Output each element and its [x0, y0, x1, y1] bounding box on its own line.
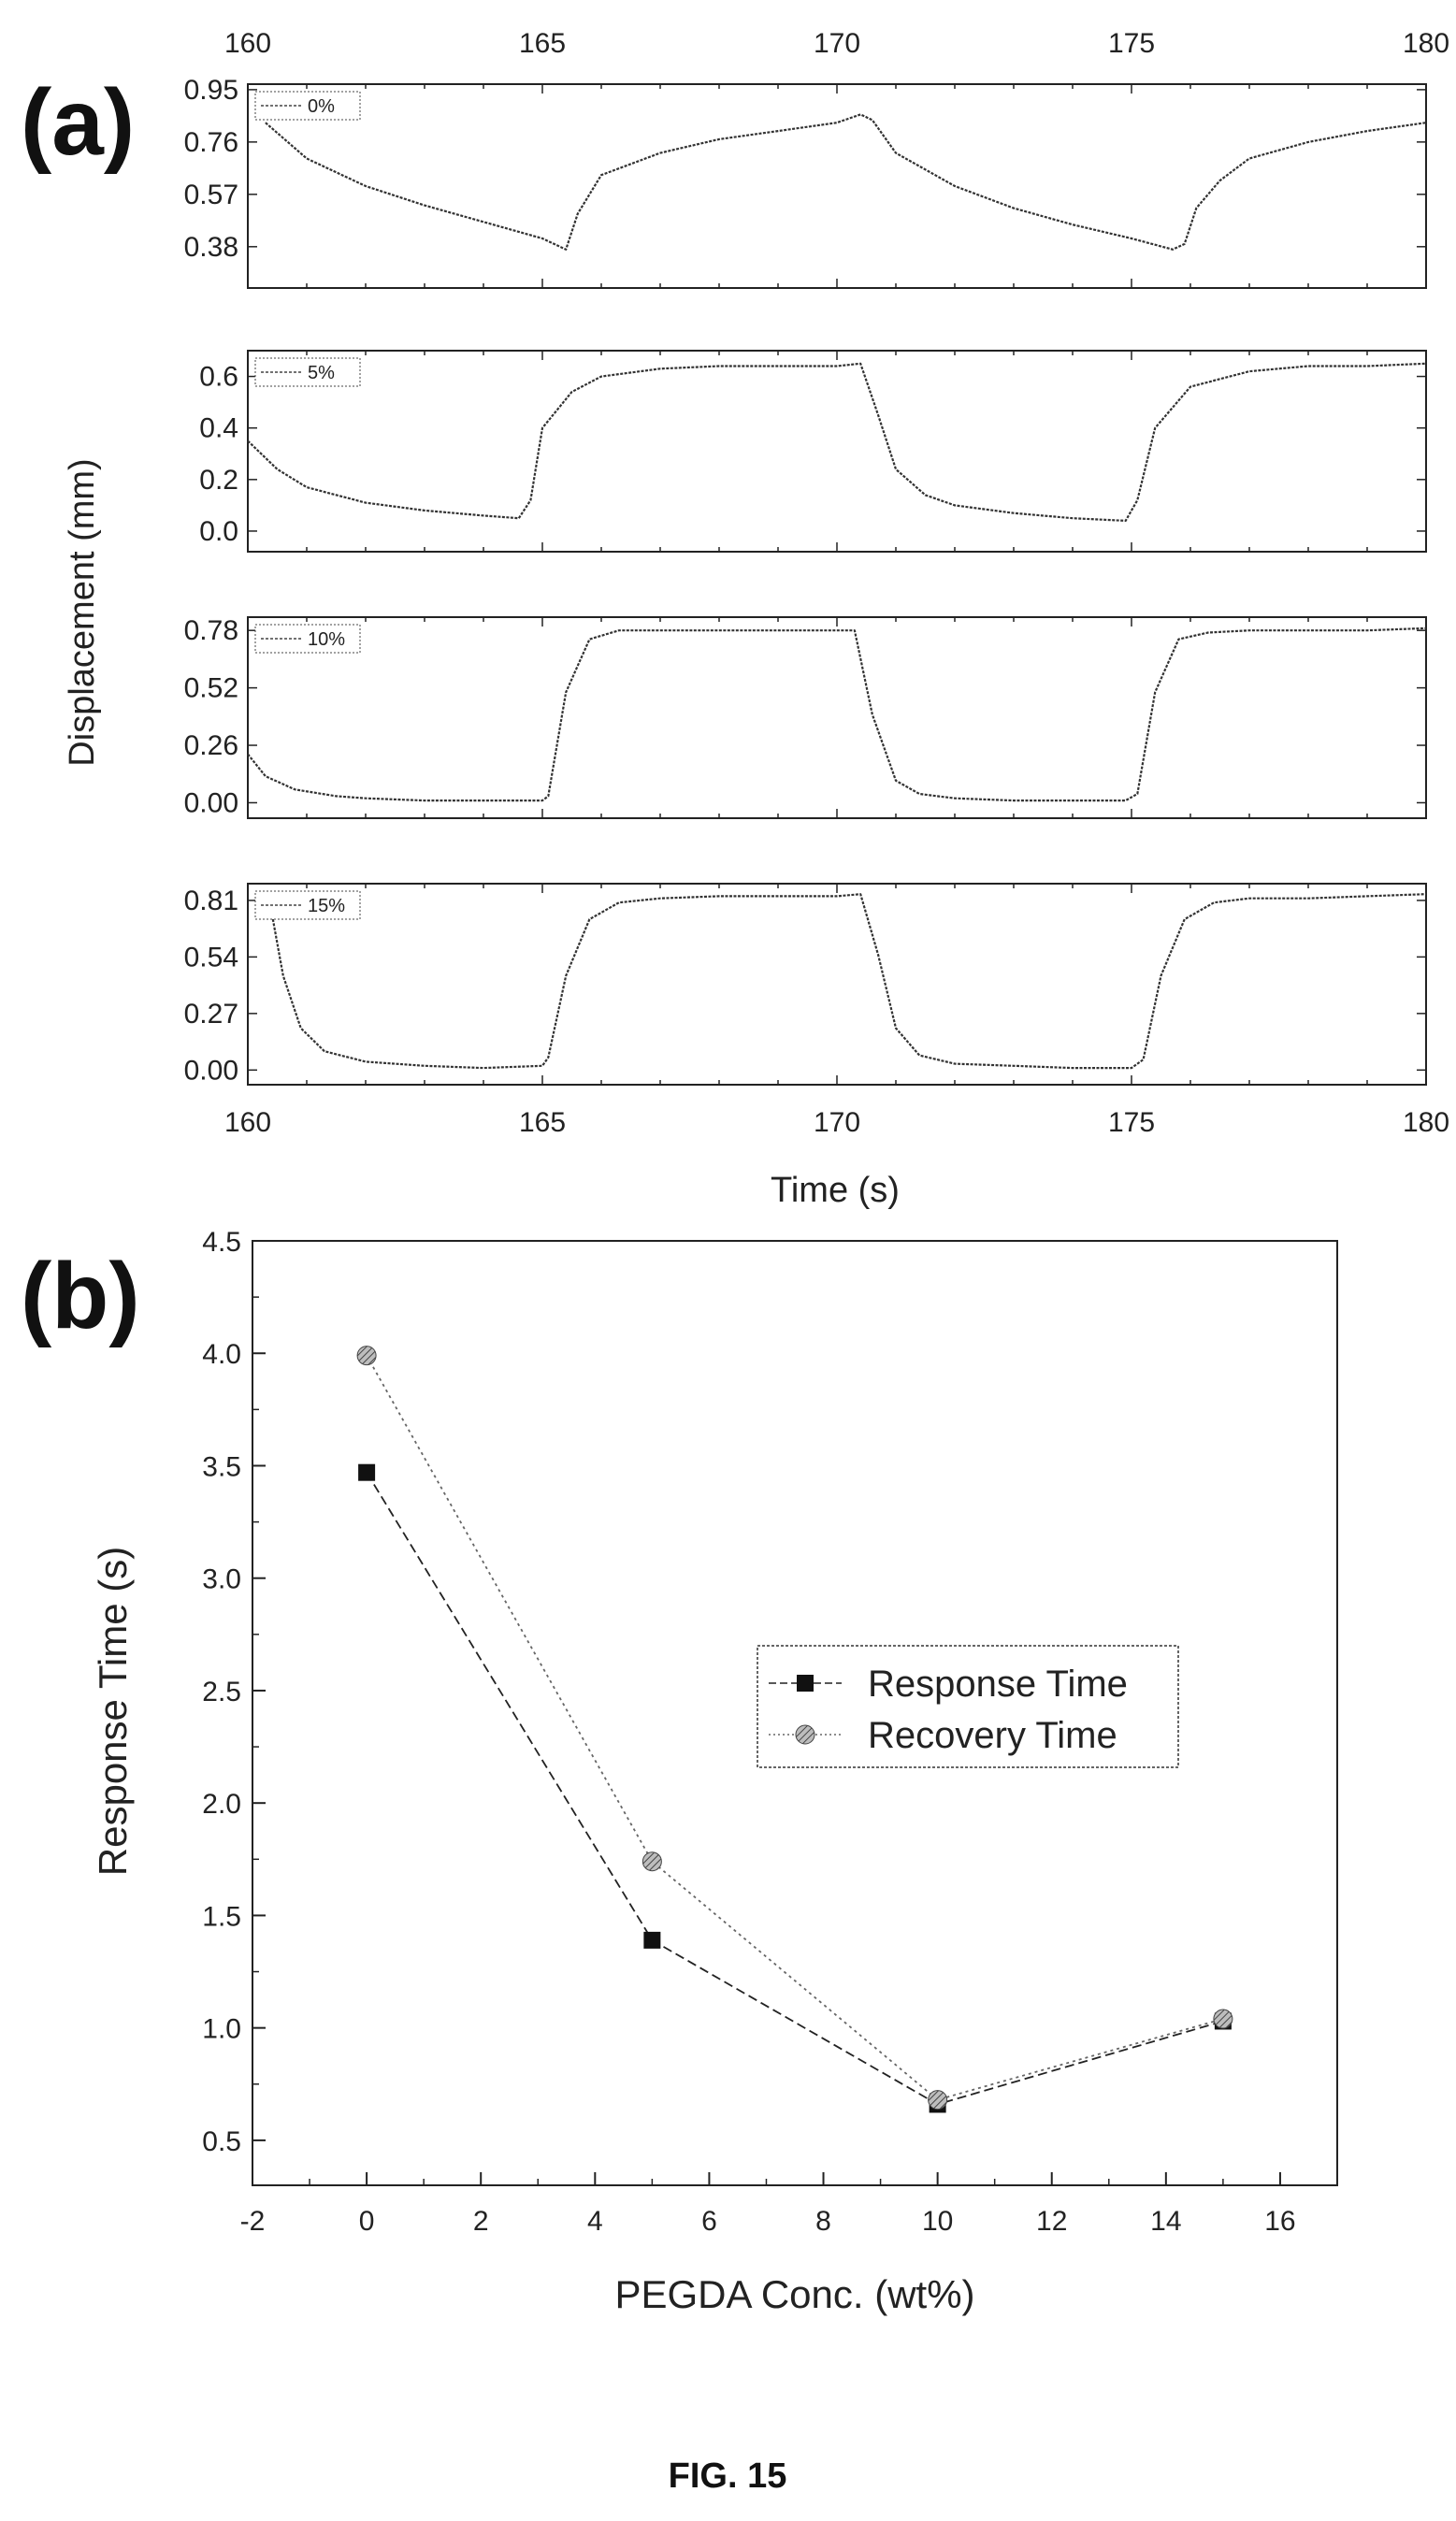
subplot-legend-label: 0% — [308, 96, 335, 117]
legend-label-recovery: Recovery Time — [868, 1715, 1117, 1756]
legend-box — [757, 1645, 1179, 1768]
panel-a: (a) 160 165 170 175 180 0.950.760.570.380%0.… — [21, 28, 1449, 1210]
y-tick-label: 0.26 — [184, 730, 238, 761]
y-tick-label: 0.54 — [184, 942, 238, 972]
y-tick-label: 0.4 — [199, 413, 238, 444]
y-tick-label: 4.5 — [202, 1227, 241, 1258]
x-axis-title-a: Time (s) — [771, 1171, 900, 1210]
y-tick-label: 1.5 — [202, 1901, 241, 1932]
data-point-recovery — [1213, 2009, 1233, 2029]
x-tick-label: -2 — [240, 2206, 266, 2237]
displacement-series — [265, 113, 1427, 251]
bottom-x-tick-label: 180 — [1403, 1107, 1449, 1138]
x-ticks-b: -2 0 2 4 6 8 10 12 14 16 — [240, 2172, 1296, 2237]
legend-marker-response — [797, 1675, 814, 1692]
x-axis-title-b: PEGDA Conc. (wt%) — [614, 2272, 974, 2316]
y-ticks-b: 4.5 4.0 3.5 3.0 2.5 2.0 1.5 1.0 0.5 — [202, 1227, 266, 2157]
x-tick-label: 6 — [701, 2206, 717, 2237]
y-tick-label: 0.38 — [184, 232, 238, 263]
top-x-tick-label: 180 — [1403, 28, 1449, 59]
top-x-tick-label: 175 — [1108, 28, 1155, 59]
top-x-tick-labels: 160 165 170 175 180 — [224, 28, 1449, 59]
subplot-legend-label: 10% — [308, 629, 345, 650]
y-tick-label: 4.0 — [202, 1339, 241, 1370]
subplots-a: 0.95 0.76 0.57 0.38 0% 0.6 0.4 0.2 0.0 5% 0.78 0.52… — [184, 75, 1427, 1086]
x-tick-label: 16 — [1264, 2206, 1295, 2237]
data-point-response — [643, 1931, 661, 1949]
bottom-x-tick-label: 175 — [1108, 1107, 1155, 1138]
y-tick-label: 0.00 — [184, 1055, 238, 1086]
y-tick-label: 3.5 — [202, 1451, 241, 1482]
y-tick-label: 0.6 — [199, 362, 238, 393]
subplot-frame — [247, 350, 1427, 553]
subplot-frame — [247, 616, 1427, 819]
subplot-2: 0.78 0.52 0.26 0.00 10% — [184, 615, 1427, 819]
y-tick-label: 0.81 — [184, 886, 238, 916]
y-tick-label: 0.78 — [184, 615, 238, 646]
bottom-x-tick-label: 170 — [814, 1107, 860, 1138]
top-x-tick-label: 165 — [519, 28, 566, 59]
x-tick-label: 8 — [815, 2206, 831, 2237]
figure-caption: FIG. 15 — [669, 2456, 787, 2496]
x-tick-label: 14 — [1150, 2206, 1181, 2237]
series-line — [366, 1355, 1224, 2101]
y-tick-label: 0.0 — [199, 516, 238, 547]
x-tick-label: 4 — [587, 2206, 603, 2237]
legend-b: Response Time Recovery Time — [757, 1645, 1179, 1768]
data-point-recovery — [928, 2090, 948, 2110]
subplot-legend-label: 5% — [308, 363, 335, 383]
y-tick-label: 0.27 — [184, 999, 238, 1030]
y-tick-label: 3.0 — [202, 1564, 241, 1595]
series-recovery-time — [356, 1346, 1233, 2110]
data-point-recovery — [642, 1851, 662, 1872]
series-response-time — [358, 1463, 1232, 2113]
series-b — [356, 1346, 1233, 2113]
y-axis-title-a: Displacement (mm) — [63, 458, 102, 766]
top-x-tick-label: 170 — [814, 28, 860, 59]
bottom-x-tick-labels: 160 165 170 175 180 — [224, 1107, 1449, 1138]
y-tick-label: 0.00 — [184, 787, 238, 818]
panel-b-label: (b) — [21, 1244, 140, 1348]
legend-label-response: Response Time — [868, 1664, 1128, 1705]
y-tick-label: 2.0 — [202, 1789, 241, 1820]
x-tick-label: 10 — [922, 2206, 953, 2237]
x-tick-label: 12 — [1036, 2206, 1067, 2237]
bottom-x-tick-label: 165 — [519, 1107, 566, 1138]
subplot-legend-box — [254, 357, 361, 387]
displacement-series — [247, 627, 1427, 802]
subplot-legend: 0% — [254, 91, 361, 121]
top-x-tick-label: 160 — [224, 28, 271, 59]
subplot-0: 0.95 0.76 0.57 0.38 0% — [184, 75, 1427, 289]
series-line — [366, 1472, 1224, 2106]
x-tick-label: 0 — [359, 2206, 375, 2237]
panel-b: (b) 4.5 4.0 3.5 3.0 2.5 2.0 1.5 1.0 0.5 -2 0 2 4 6 8 1… — [21, 1227, 1338, 2316]
y-tick-label: 0.95 — [184, 75, 238, 106]
y-tick-label: 2.5 — [202, 1677, 241, 1707]
subplot-legend: 5% — [254, 357, 361, 387]
displacement-series — [247, 362, 1427, 522]
y-tick-label: 0.52 — [184, 673, 238, 704]
x-tick-label: 2 — [473, 2206, 489, 2237]
subplot-legend: 10% — [254, 624, 361, 654]
subplot-1: 0.6 0.4 0.2 0.0 5% — [199, 350, 1427, 553]
y-tick-label: 0.2 — [199, 465, 238, 496]
y-tick-label: 0.76 — [184, 127, 238, 158]
y-tick-label: 0.57 — [184, 180, 238, 210]
legend-marker-recovery — [795, 1724, 815, 1745]
subplot-3: 0.81 0.54 0.27 0.00 15% — [184, 883, 1427, 1086]
subplot-frame — [247, 83, 1427, 289]
subplot-legend: 15% — [254, 890, 361, 920]
panel-a-label: (a) — [21, 70, 135, 175]
plot-frame-b — [252, 1240, 1338, 2186]
y-tick-label: 0.5 — [202, 2126, 241, 2157]
bottom-x-tick-label: 160 — [224, 1107, 271, 1138]
subplot-legend-label: 15% — [308, 896, 345, 916]
y-axis-title-b: Response Time (s) — [91, 1547, 135, 1876]
data-point-response — [358, 1463, 376, 1481]
displacement-series — [270, 893, 1427, 1070]
data-point-recovery — [356, 1346, 377, 1366]
subplot-frame — [247, 883, 1427, 1086]
y-tick-label: 1.0 — [202, 2014, 241, 2045]
